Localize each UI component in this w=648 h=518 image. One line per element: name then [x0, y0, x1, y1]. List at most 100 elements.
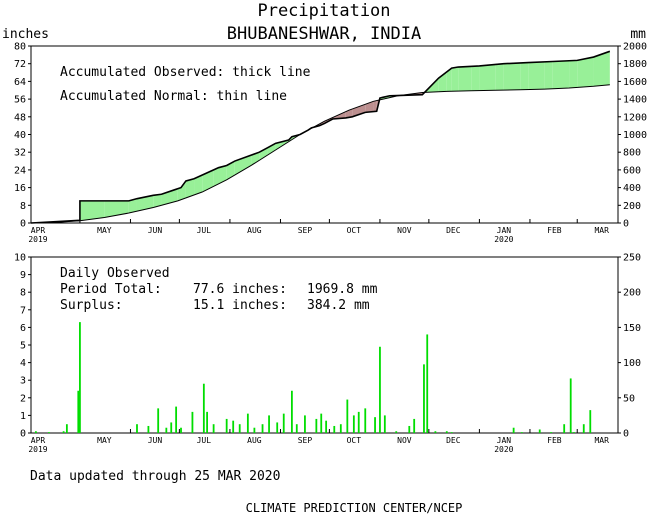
daily-bar	[395, 431, 398, 433]
daily-bar	[379, 346, 381, 433]
daily-bar	[569, 378, 572, 433]
daily-bar	[232, 420, 235, 433]
month-label: NOV	[397, 226, 412, 235]
surplus-area	[479, 64, 496, 91]
month-label: SEP	[298, 436, 313, 445]
daily-bar	[408, 425, 411, 433]
surplus-area	[174, 188, 178, 202]
surplus-area	[577, 57, 594, 88]
deficit-area	[348, 108, 353, 118]
daily-bar	[357, 411, 360, 433]
daily-bar	[268, 415, 270, 433]
daily-bar	[147, 425, 150, 433]
surplus-area	[495, 63, 504, 91]
month-label: MAY	[97, 436, 112, 445]
right-tick-label: 50	[623, 393, 635, 404]
left-tick-label: 40	[14, 130, 26, 141]
right-tick-label: 100	[623, 358, 641, 369]
right-tick-label: 1800	[623, 59, 647, 70]
chart-subtitle: BHUBANESHWAR, INDIA	[227, 24, 421, 44]
month-label: JUN	[148, 226, 163, 235]
left-tick-label: 56	[14, 95, 26, 106]
year-label: 2020	[494, 235, 513, 244]
surplus-area	[128, 198, 137, 214]
surplus-area	[213, 167, 219, 187]
surplus-area	[552, 60, 570, 89]
daily-bar	[157, 408, 160, 433]
daily-bar	[79, 322, 81, 433]
daily-bar	[512, 427, 515, 433]
daily-bar	[225, 418, 228, 433]
surplus-inches: 15.1 inches:	[193, 298, 287, 313]
chart-title: Precipitation	[257, 1, 390, 21]
left-tick-label: 24	[14, 165, 26, 176]
right-tick-label: 1000	[623, 130, 647, 141]
accumulated-panel: 0816243240485664728002004006008001000120…	[14, 42, 647, 245]
right-tick-label: 200	[623, 288, 641, 299]
surplus-area	[503, 62, 521, 91]
daily-bar	[320, 413, 323, 433]
daily-bar	[374, 417, 376, 433]
left-tick-label: 16	[14, 183, 26, 194]
daily-bar	[352, 415, 355, 433]
daily-bar	[136, 424, 138, 433]
month-label: MAR	[594, 226, 609, 235]
month-label: OCT	[347, 436, 362, 445]
year-label: 2019	[28, 235, 47, 244]
left-tick-label: 48	[14, 112, 26, 123]
month-label: AUG	[247, 226, 262, 235]
daily-summary-title: Daily Observed	[60, 266, 170, 281]
month-label: OCT	[347, 226, 362, 235]
left-tick-label: 3	[20, 376, 26, 387]
daily-bar	[563, 424, 566, 433]
daily-bar	[423, 364, 425, 433]
data-updated-note: Data updated through 25 MAR 2020	[30, 469, 280, 484]
left-tick-label: 8	[20, 288, 26, 299]
daily-bar	[77, 390, 80, 433]
daily-bar	[212, 424, 215, 433]
daily-bar	[62, 431, 65, 433]
credit-line: CLIMATE PREDICTION CENTER/NCEP	[246, 501, 463, 515]
right-tick-label: 800	[623, 148, 641, 159]
period-total-inches: 77.6 inches:	[193, 282, 287, 297]
left-tick-label: 4	[20, 358, 26, 369]
month-label: MAR	[594, 436, 609, 445]
daily-bar	[426, 334, 429, 433]
daily-bar	[538, 429, 541, 433]
right-tick-label: 0	[623, 219, 629, 230]
daily-bar	[589, 410, 592, 433]
left-tick-label: 2	[20, 393, 26, 404]
surplus-area	[202, 169, 214, 193]
year-label: 2019	[28, 445, 47, 454]
daily-bar	[34, 431, 37, 433]
surplus-area	[458, 66, 472, 92]
left-tick-label: 5	[20, 341, 26, 352]
surplus-area	[181, 180, 186, 200]
daily-bar	[434, 431, 437, 433]
surplus-area	[267, 143, 276, 156]
daily-bar	[339, 424, 342, 433]
left-tick-label: 32	[14, 148, 26, 159]
left-unit-label: inches	[2, 27, 49, 42]
daily-bar	[276, 422, 279, 433]
surplus-area	[185, 178, 195, 198]
normal-accumulated-line	[30, 84, 610, 224]
month-label: MAY	[97, 226, 112, 235]
surplus-area	[593, 51, 610, 87]
daily-bar	[165, 427, 168, 433]
legend-normal: Accumulated Normal: thin line	[60, 89, 287, 104]
left-tick-label: 0	[20, 219, 26, 230]
daily-bar	[333, 425, 336, 433]
daily-bar	[202, 383, 205, 433]
daily-bar	[48, 432, 50, 433]
left-tick-label: 10	[14, 253, 26, 264]
surplus-area	[259, 147, 268, 161]
daily-bar	[413, 418, 416, 433]
month-label: JAN	[497, 436, 512, 445]
deficit-area	[365, 101, 374, 113]
right-tick-label: 1200	[623, 112, 647, 123]
deficit-area	[352, 104, 366, 117]
surplus-area	[136, 195, 154, 212]
daily-bar	[315, 418, 318, 433]
